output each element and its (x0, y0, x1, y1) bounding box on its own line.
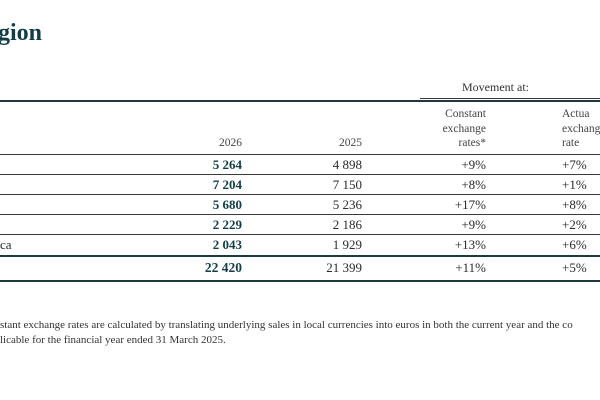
col-header-actual-line1: Actua (562, 108, 590, 120)
col-header-constant-line3: rates* (458, 137, 486, 149)
row-actual-value: +2% (562, 217, 587, 232)
col-header-constant: Constant exchange rates* (443, 107, 486, 151)
row-2026-value: 7 204 (212, 177, 242, 192)
total-top-rule (0, 255, 600, 257)
total-bottom-rule (0, 280, 600, 282)
row-actual-value: +6% (562, 237, 587, 252)
col-header-actual-line2: exchang (562, 122, 600, 135)
col-header-actual-line3: rate (562, 137, 580, 149)
col-header-2025: 2025 (339, 137, 362, 149)
row-constant-value: +13% (454, 237, 486, 252)
total-constant-value: +11% (455, 260, 486, 275)
row-2025-value: 5 236 (332, 197, 362, 212)
footnote-line-1: stant exchange rates are calculated by t… (0, 319, 573, 331)
row-constant-value: +9% (461, 217, 486, 232)
row-constant-value: +9% (461, 157, 486, 172)
row-constant-value: +17% (454, 197, 486, 212)
row-2025-value: 7 150 (332, 177, 362, 192)
total-2026-value: 22 420 (204, 260, 242, 275)
footnote: stant exchange rates are calculated by t… (0, 318, 600, 347)
col-header-actual: Actua exchang rate (562, 107, 600, 151)
row-constant-value: +8% (461, 177, 486, 192)
row-2025-value: 1 929 (332, 237, 362, 252)
row-2026-value: 2 043 (212, 237, 242, 252)
col-header-constant-line1: Constant (445, 108, 486, 120)
header-bottom-rule (0, 154, 600, 155)
page-title: gion (0, 20, 43, 46)
row-actual-value: +8% (562, 197, 587, 212)
col-header-2026: 2026 (219, 137, 242, 149)
row-divider (0, 174, 600, 175)
movement-header: Movement at: (462, 80, 529, 94)
movement-underline (420, 98, 600, 99)
row-actual-value: +7% (562, 157, 587, 172)
footnote-line-2: licable for the financial year ended 31 … (0, 333, 226, 346)
row-actual-value: +1% (562, 177, 587, 192)
row-2026-value: 2 229 (212, 217, 242, 232)
row-divider (0, 214, 600, 215)
row-divider (0, 234, 600, 235)
col-header-constant-line2: exchange (442, 122, 486, 135)
row-label: ca (0, 237, 12, 252)
header-top-rule (0, 100, 600, 102)
total-actual-value: +5% (562, 260, 587, 275)
row-2026-value: 5 680 (212, 197, 242, 212)
row-2025-value: 4 898 (332, 157, 362, 172)
row-divider (0, 194, 600, 195)
row-2025-value: 2 186 (332, 217, 362, 232)
total-2025-value: 21 399 (326, 260, 362, 275)
row-2026-value: 5 264 (212, 157, 242, 172)
